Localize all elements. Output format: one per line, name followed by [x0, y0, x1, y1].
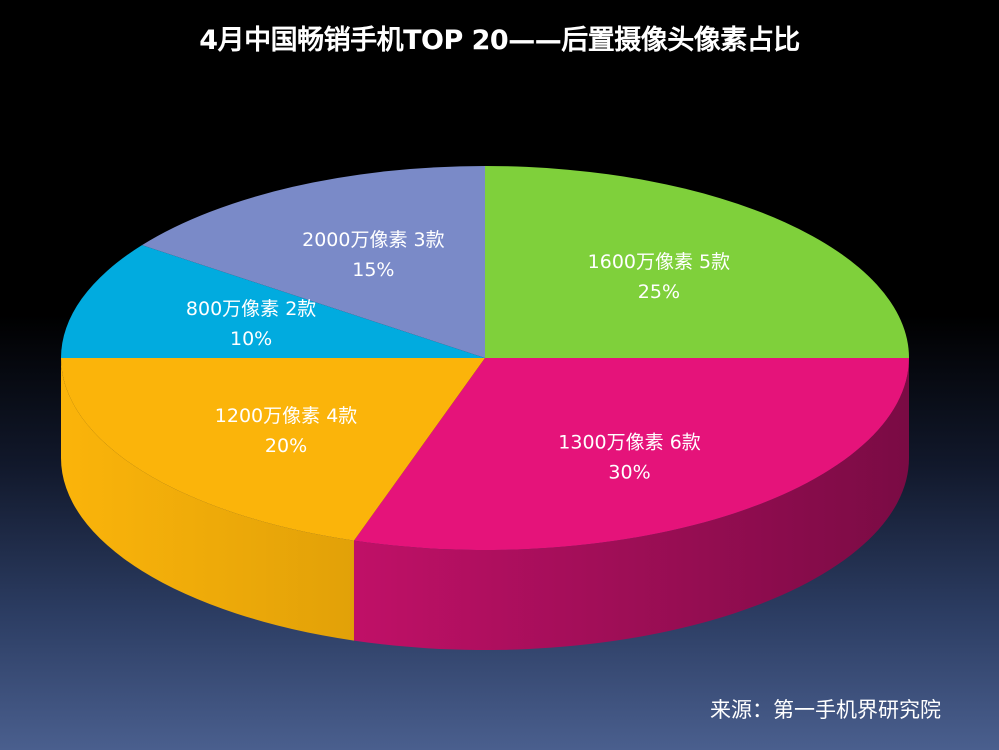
chart-title: 4月中国畅销手机TOP 20——后置摄像头像素占比 [199, 25, 800, 56]
pie-slice-4 [141, 166, 485, 358]
source-note: 来源：第一手机界研究院 [710, 698, 941, 722]
pie-tops [61, 166, 909, 550]
slice-percent-3: 10% [230, 328, 272, 350]
slice-label-1: 1300万像素 6款 [558, 431, 700, 453]
pie-slice-3 [61, 245, 485, 358]
slice-percent-0: 25% [638, 281, 680, 303]
pie-slice-1 [353, 358, 909, 550]
pie-side-2 [61, 358, 354, 641]
slice-label-0: 1600万像素 5款 [588, 251, 730, 273]
pie-slice-0 [485, 166, 909, 358]
slice-label-3: 800万像素 2款 [186, 298, 316, 320]
slice-label-4: 2000万像素 3款 [302, 229, 444, 251]
pie-side-1 [353, 358, 909, 650]
pie-labels: 1600万像素 5款 25% 1300万像素 6款 30% 1200万像素 4款 20% 8… [186, 229, 730, 483]
slice-label-2: 1200万像素 4款 [215, 405, 357, 427]
slice-percent-1: 30% [608, 461, 650, 483]
pie-sides [61, 358, 909, 650]
slice-percent-2: 20% [265, 435, 307, 457]
pie-slice-2 [61, 358, 485, 541]
slice-percent-4: 15% [352, 259, 394, 281]
